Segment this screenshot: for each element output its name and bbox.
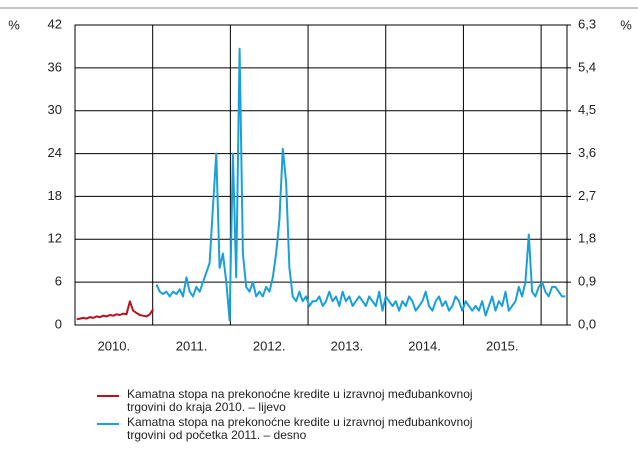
y2-tick-label: 1,8	[578, 231, 596, 246]
y-tick-label: 36	[48, 59, 62, 74]
x-tick-label: 2013.	[331, 338, 364, 353]
y2-tick-label: 2,7	[578, 188, 596, 203]
legend-swatch	[97, 395, 119, 397]
x-tick-label: 2012.	[253, 338, 286, 353]
y2-tick-label: 0,9	[578, 274, 596, 289]
y2-unit: %	[620, 17, 632, 32]
legend-item: Kamatna stopa na prekonoćne kredite u iz…	[97, 416, 517, 442]
plot-frame	[74, 24, 568, 326]
series-line	[155, 47, 566, 322]
legend-label: Kamatna stopa na prekonoćne kredite u iz…	[127, 415, 473, 442]
y-tick-label: 42	[48, 16, 62, 31]
legend-label: Kamatna stopa na prekonoćne kredite u iz…	[127, 387, 473, 414]
legend-item: Kamatna stopa na prekonoćne kredite u iz…	[97, 388, 517, 414]
y-tick-label: 24	[48, 145, 62, 160]
x-tick-label: 2014.	[408, 338, 441, 353]
y-tick-label: 12	[48, 231, 62, 246]
legend: Kamatna stopa na prekonoćne kredite u iz…	[97, 388, 517, 444]
y-unit: %	[8, 17, 20, 32]
x-tick-label: 2011.	[176, 338, 208, 353]
x-tick-label: 2015.	[486, 338, 519, 353]
y-tick-label: 30	[48, 102, 62, 117]
y-tick-label: 18	[48, 188, 62, 203]
y2-tick-label: 5,4	[578, 59, 596, 74]
series-line	[76, 300, 154, 321]
y2-tick-label: 3,6	[578, 145, 596, 160]
y2-tick-label: 6,3	[578, 16, 596, 31]
y2-tick-label: 4,5	[578, 102, 596, 117]
x-tick-label: 2010.	[98, 338, 131, 353]
legend-swatch	[97, 423, 119, 425]
y-tick-label: 6	[55, 274, 62, 289]
y-tick-label: 0	[55, 316, 62, 331]
chart: % % 0 6 12 18 24 30 36 42 0,0 0,9 1,8 2,7 3,6 4,5 5,4 6…	[0, 7, 638, 353]
y2-tick-label: 0,0	[578, 316, 596, 331]
